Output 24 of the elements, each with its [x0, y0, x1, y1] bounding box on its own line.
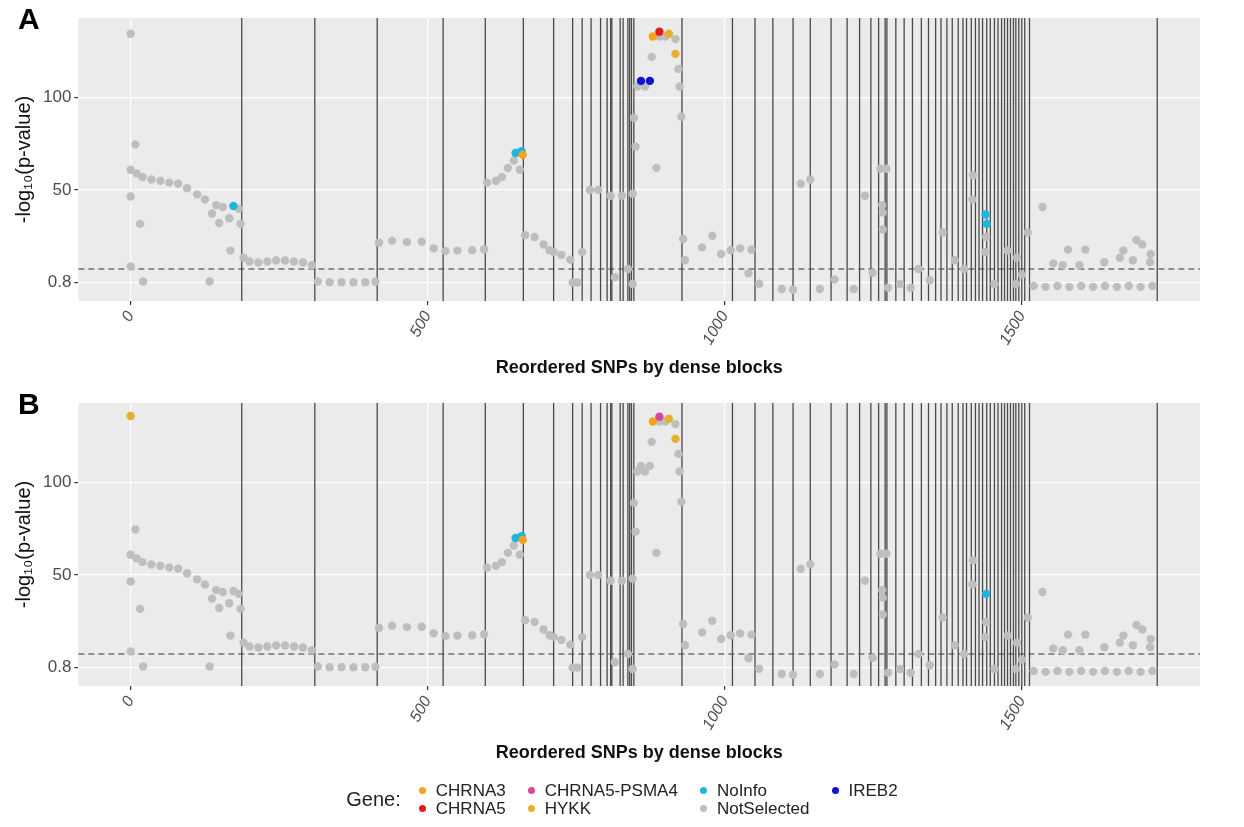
y-tick-label: 50	[52, 564, 72, 584]
y-tick-label: 0.8	[47, 657, 72, 677]
chart-title: A	[18, 2, 40, 36]
legend-label: IREB2	[848, 780, 898, 800]
legend-label: NotSelected	[716, 798, 810, 818]
x-axis-title: Reordered SNPs by dense blocks	[495, 357, 783, 378]
legend-label: HYKK	[544, 798, 591, 818]
y-tick-label: 50	[52, 179, 72, 199]
y-tick-label: 100	[42, 472, 72, 492]
x-tick-label: 0	[117, 307, 138, 325]
x-tick-label: 0	[117, 692, 138, 710]
legend-label: CHRNA5-PSMA4	[544, 780, 678, 800]
x-axis-title: Reordered SNPs by dense blocks	[495, 742, 783, 763]
y-axis-title: -log₁₀(p-value)	[11, 95, 34, 224]
legend-label: CHRNA5	[435, 798, 506, 818]
legend-title: Gene:	[346, 788, 401, 811]
x-tick-label: 500	[406, 307, 435, 340]
y-tick-label: 100	[42, 87, 72, 107]
legend-label: CHRNA3	[435, 780, 506, 800]
y-axis-title: -log₁₀(p-value)	[11, 480, 34, 609]
legend-label: NoInfo	[716, 780, 767, 800]
chart-title: B	[18, 387, 40, 421]
y-tick-label: 0.8	[47, 272, 72, 292]
x-tick-label: 500	[406, 692, 435, 725]
